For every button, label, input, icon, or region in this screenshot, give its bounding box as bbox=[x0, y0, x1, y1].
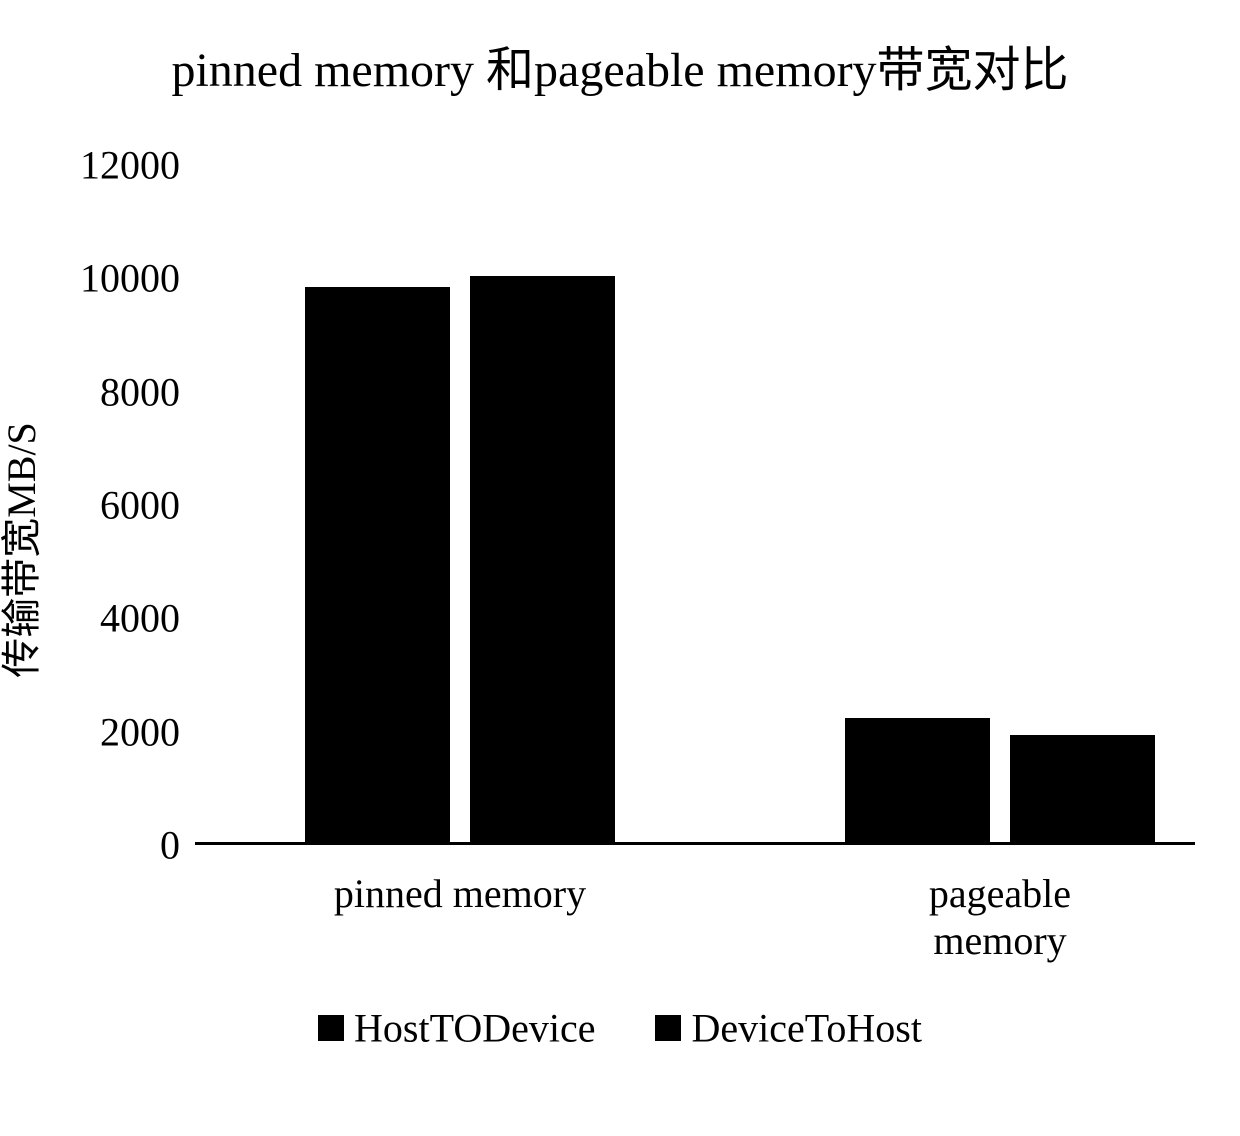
legend: HostTODevice DeviceToHost bbox=[0, 1000, 1240, 1051]
y-tick-label: 0 bbox=[160, 822, 180, 869]
category-label: pinned memory bbox=[334, 870, 586, 917]
bar bbox=[470, 276, 615, 846]
legend-item: DeviceToHost bbox=[655, 1000, 921, 1051]
bar bbox=[305, 287, 450, 845]
bar bbox=[845, 718, 990, 846]
y-tick-label: 6000 bbox=[100, 482, 180, 529]
bar bbox=[1010, 735, 1155, 846]
legend-label: HostTODevice bbox=[354, 1005, 595, 1050]
legend-swatch bbox=[318, 1015, 344, 1041]
legend-label: DeviceToHost bbox=[691, 1005, 921, 1050]
y-tick-label: 10000 bbox=[80, 255, 180, 302]
plot-area bbox=[195, 165, 1195, 845]
y-axis-label: 传输带宽MB/S bbox=[0, 422, 47, 678]
y-tick-label: 8000 bbox=[100, 368, 180, 415]
chart-title: pinned memory 和pageable memory带宽对比 bbox=[0, 30, 1240, 100]
y-tick-label: 4000 bbox=[100, 595, 180, 642]
y-tick-label: 2000 bbox=[100, 708, 180, 755]
bandwidth-comparison-chart: pinned memory 和pageable memory带宽对比 传输带宽M… bbox=[0, 0, 1240, 1136]
legend-swatch bbox=[655, 1015, 681, 1041]
legend-item: HostTODevice bbox=[318, 1000, 595, 1051]
category-label: pageable memory bbox=[880, 870, 1120, 964]
y-tick-label: 12000 bbox=[80, 142, 180, 189]
